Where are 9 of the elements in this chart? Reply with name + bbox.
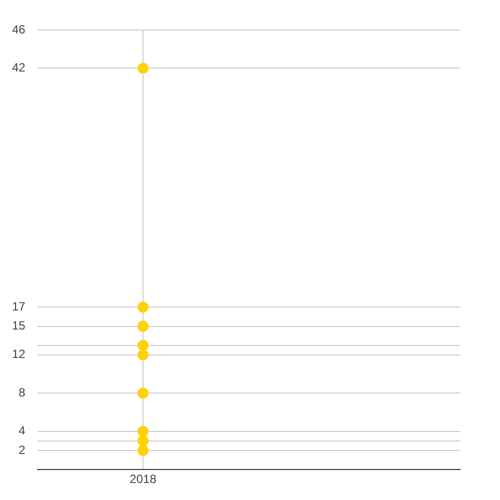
y-tick-label: 15 [12, 318, 26, 333]
y-tick-label: 4 [18, 424, 26, 438]
x-tick-label: 2018 [130, 472, 157, 486]
y-tick-label: 42 [12, 60, 26, 75]
y-tick-label: 46 [12, 22, 26, 36]
y-tick-label: 8 [18, 385, 26, 400]
y-tick-label: 12 [12, 347, 26, 362]
y-tick-label: 17 [12, 299, 26, 314]
y-tick-label: 2 [18, 442, 26, 457]
